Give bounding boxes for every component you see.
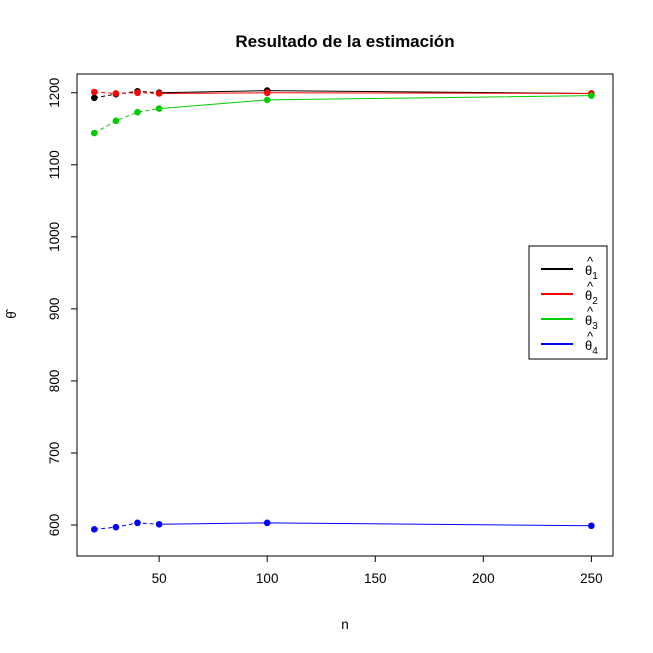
x-tick-label: 150 — [364, 571, 387, 586]
legend-label-2: θ2 — [585, 288, 598, 307]
series-4-point — [112, 523, 120, 531]
series-1-dashed-line — [94, 90, 160, 99]
series-3-dashed-line — [94, 108, 160, 134]
series-1-point — [90, 94, 98, 102]
x-axis-label: n — [341, 617, 349, 632]
series-3-point — [588, 92, 595, 99]
series-2-point — [134, 89, 141, 97]
series-3-point — [112, 117, 120, 125]
legend-label-3: θ3 — [585, 313, 598, 332]
y-tick-label: 700 — [47, 442, 62, 465]
y-axis-label: θ̂ — [4, 308, 19, 319]
series-2-point — [112, 90, 120, 97]
x-tick-label: 250 — [580, 571, 603, 586]
legend-hat: ^ — [587, 279, 594, 294]
chart-title: Resultado de la estimación — [235, 32, 454, 51]
y-tick-label: 800 — [47, 370, 62, 393]
legend-label-4: θ4 — [585, 338, 598, 357]
series-4-point — [263, 519, 271, 527]
y-axis: 600 700 800 900 1000 1100 1200 — [47, 78, 77, 537]
x-tick-label: 100 — [256, 571, 279, 586]
series-2-dashed-line — [94, 91, 160, 94]
series-4-point — [134, 519, 141, 527]
legend-hat: ^ — [587, 329, 594, 344]
series-2-point — [263, 89, 271, 97]
x-axis: 50 100 150 200 250 — [152, 556, 603, 586]
y-tick-label: 1200 — [47, 78, 62, 108]
y-tick-label: 900 — [47, 298, 62, 321]
series-2-line — [159, 92, 592, 94]
series-3-point — [263, 96, 271, 104]
series-3-point — [134, 108, 141, 116]
series-2-point — [155, 90, 163, 97]
x-tick-label: 200 — [472, 571, 495, 586]
y-tick-label: 1100 — [47, 150, 62, 179]
legend-box — [528, 245, 608, 360]
series-4-point — [90, 526, 98, 533]
series-4-line — [159, 522, 592, 527]
x-tick-label: 50 — [152, 571, 167, 586]
y-tick-label: 600 — [47, 514, 62, 537]
y-tick-label: 1000 — [47, 222, 62, 252]
plot-series — [90, 87, 595, 533]
series-2-point — [90, 88, 98, 96]
series-4-point — [588, 522, 595, 530]
legend: ^θ1^θ2^θ3^θ4 — [528, 245, 608, 360]
series-3-point — [90, 129, 98, 137]
series-3-point — [155, 105, 163, 112]
legend-hat: ^ — [587, 254, 594, 269]
legend-label-1: θ1 — [585, 263, 598, 282]
plot-frame — [76, 73, 614, 557]
series-3-line — [159, 95, 592, 110]
series-4-dashed-line — [94, 522, 160, 530]
legend-hat: ^ — [587, 304, 594, 319]
series-4-point — [155, 520, 163, 528]
